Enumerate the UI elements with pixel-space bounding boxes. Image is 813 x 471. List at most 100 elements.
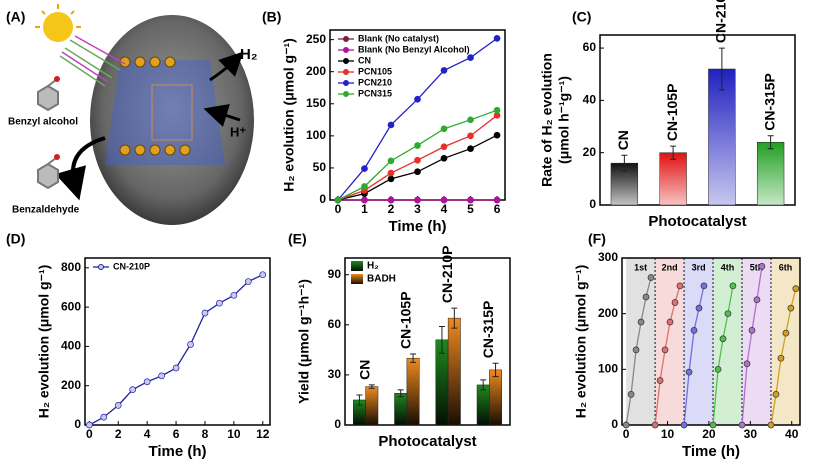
x-tick-label: 6 [173, 427, 180, 441]
category-label: CN [356, 360, 372, 380]
data-point [637, 318, 645, 326]
cycle-label: 6th [779, 262, 793, 272]
data-point [158, 372, 165, 380]
data-point [230, 291, 238, 299]
y-tick-label: 0 [319, 192, 326, 206]
data-point [777, 354, 785, 362]
legend-swatch [351, 274, 363, 284]
data-point [414, 156, 421, 164]
legend-label: Blank (No Benzyl Alcohol) [358, 44, 470, 54]
data-point [440, 196, 448, 204]
data-point [440, 125, 448, 133]
panel-label: (C) [572, 9, 591, 25]
y-axis-label: Yield (μmol g⁻¹h⁻¹) [296, 279, 312, 404]
data-point [753, 296, 761, 304]
data-point [772, 391, 780, 398]
y-tick-label: 300 [598, 250, 618, 264]
molecule [37, 76, 60, 190]
data-point [656, 377, 664, 384]
cycle-label: 5th [750, 262, 764, 272]
y-tick-label: 0 [611, 417, 618, 431]
label: Benzyl alcohol [8, 117, 78, 128]
legend-label: PCN105 [358, 66, 392, 76]
y-axis-label: H₂ evolution (μmol g⁻¹) [573, 265, 589, 419]
legend-marker [98, 264, 104, 270]
x-axis-label: Time (h) [682, 443, 740, 460]
legend-marker [343, 91, 349, 97]
data-point [767, 421, 775, 429]
cycle-label: 2nd [662, 262, 678, 272]
category-label: CN-315P [761, 73, 777, 131]
category-label: CN-315P [480, 301, 496, 359]
data-point [387, 121, 395, 129]
data-point [724, 310, 732, 318]
cycle-label: 4th [721, 262, 735, 272]
data-point [680, 421, 688, 429]
data-point [690, 327, 698, 334]
bar [394, 393, 408, 426]
y-tick-label: 200 [598, 306, 618, 320]
data-point [647, 274, 655, 281]
arrow [209, 51, 244, 82]
bar [489, 369, 502, 426]
y-tick-label: 800 [61, 260, 81, 274]
legend-marker [343, 47, 349, 53]
error-bar [438, 325, 445, 354]
data-point [440, 67, 448, 74]
data-point [642, 293, 650, 301]
y-axis-label: Rate of H₂ evolution [539, 53, 555, 187]
bar [476, 384, 490, 426]
error-bar [397, 389, 404, 398]
data-point [387, 157, 395, 165]
data-point [216, 299, 223, 307]
data-point [414, 95, 421, 103]
data-point [719, 335, 727, 343]
y-tick-label: 0 [74, 417, 81, 431]
category-label: CN-210P [439, 246, 455, 304]
data-point [334, 196, 342, 204]
data-point [467, 145, 474, 153]
legend-label: CN-210P [113, 261, 150, 271]
data-point [440, 143, 448, 151]
y-tick-label: 60 [328, 317, 342, 331]
data-point [114, 402, 122, 409]
error-bar [410, 353, 417, 363]
data-point [172, 364, 180, 372]
y-axis-label: H₂ evolution (μmol g⁻¹) [36, 265, 52, 419]
data-point [661, 346, 669, 354]
data-point [493, 106, 501, 114]
data-point [244, 278, 252, 285]
x-tick-label: 1 [361, 202, 368, 216]
x-tick-label: 8 [202, 427, 209, 441]
x-axis-label: Photocatalyst [378, 433, 476, 450]
legend-marker [343, 36, 349, 42]
panel-label: (D) [6, 231, 25, 247]
legend-label: CN [358, 55, 371, 65]
x-tick-label: 0 [86, 427, 93, 441]
plot-frame [599, 34, 796, 206]
label: H⁺ [230, 124, 246, 139]
legend-label: PCN315 [358, 88, 392, 98]
bar [447, 317, 461, 426]
data-point [100, 413, 108, 421]
legend-label: Blank (No catalyst) [358, 33, 439, 43]
bar [406, 357, 420, 426]
data-point [627, 391, 635, 398]
data-point [676, 282, 684, 290]
series-line [89, 274, 264, 426]
x-tick-label: 2 [388, 202, 395, 216]
series-line [770, 288, 797, 426]
y-tick-label: 30 [328, 367, 342, 381]
x-tick-label: 20 [702, 427, 716, 441]
bar [365, 386, 379, 426]
data-point [85, 421, 93, 429]
cycle-label: 1st [634, 262, 647, 272]
bar [659, 152, 687, 206]
category-label: CN [615, 130, 631, 150]
panel-label: (A) [6, 9, 25, 25]
data-point [666, 318, 674, 326]
data-point [387, 169, 395, 177]
data-point [467, 54, 474, 61]
data-point [782, 329, 790, 337]
data-point [467, 196, 474, 204]
